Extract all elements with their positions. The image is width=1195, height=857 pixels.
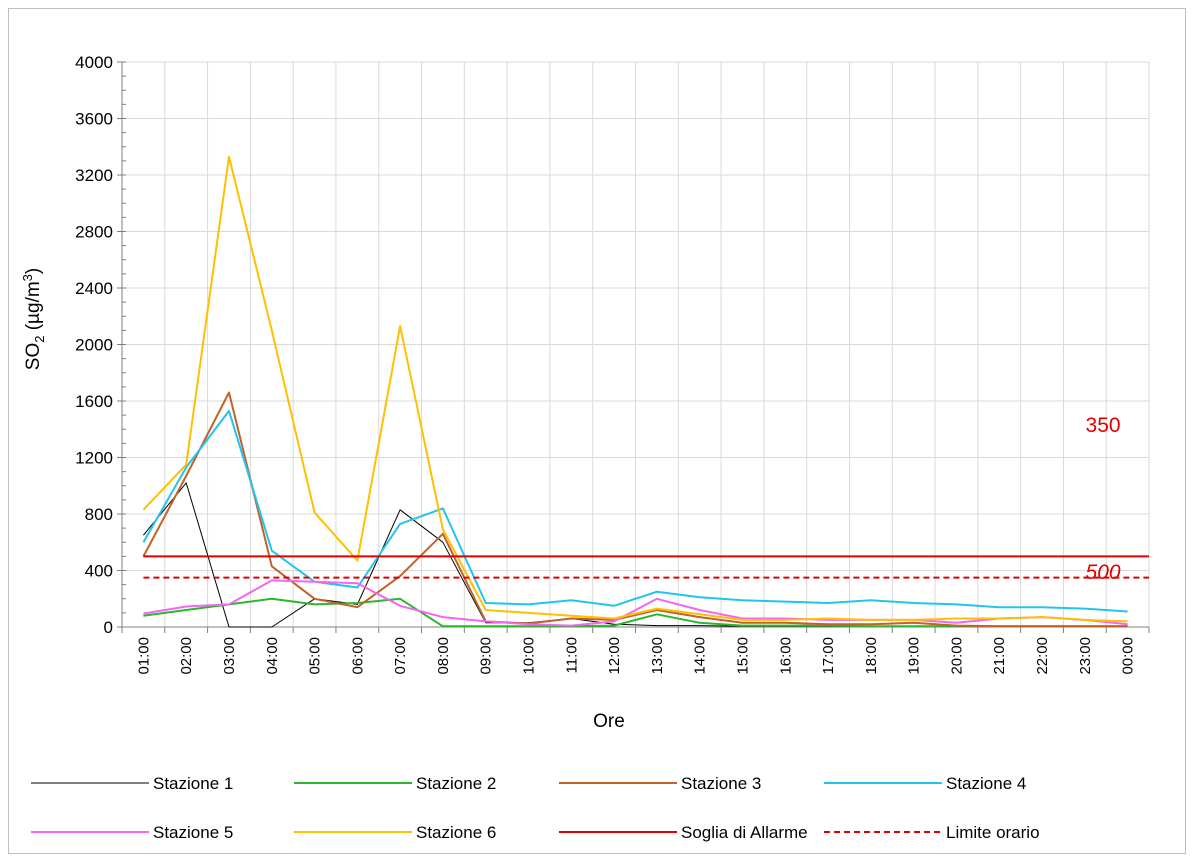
y-tick-label: 0 xyxy=(104,618,113,637)
y-tick-label: 400 xyxy=(85,562,113,581)
series-line-3 xyxy=(142,391,1128,628)
y-tick-label: 1600 xyxy=(75,392,113,411)
y-axis-title-subscript: 2 xyxy=(32,336,47,343)
y-axis-title-superscript: 3 xyxy=(20,274,35,281)
gridlines xyxy=(122,61,1150,627)
x-tick-label: 05:00 xyxy=(307,637,324,675)
y-tick-label: 1200 xyxy=(75,449,113,468)
x-tick-label: 00:00 xyxy=(1120,637,1137,675)
y-axis-title-close: ) xyxy=(23,268,44,274)
annotation-1: 350 xyxy=(1086,414,1121,437)
x-tick-label: 02:00 xyxy=(178,637,195,675)
legend-label: Limite orario xyxy=(946,823,1040,842)
x-tick-label: 20:00 xyxy=(948,637,965,675)
legend-item: Stazione 6 xyxy=(294,823,496,842)
y-axis-title-main: SO xyxy=(23,343,44,370)
series-lines xyxy=(142,155,1149,628)
x-tick-label: 08:00 xyxy=(435,637,452,675)
legend-label: Stazione 1 xyxy=(153,774,233,793)
x-tick-label: 14:00 xyxy=(692,637,709,675)
x-tick-labels: 01:00 02:00 03:00 04:00 05:00 06:00 07:00 08:00… xyxy=(135,637,1136,675)
x-tick-label: 01:00 xyxy=(135,637,152,675)
y-tick-label: 2400 xyxy=(75,279,113,298)
x-tick-label: 09:00 xyxy=(478,637,495,675)
x-tick-label: 06:00 xyxy=(349,637,366,675)
annotations: 350 500 xyxy=(1086,414,1121,584)
x-tick-label: 13:00 xyxy=(649,637,666,675)
legend-label: Stazione 4 xyxy=(946,774,1026,793)
x-axis-title: Ore xyxy=(593,711,625,732)
legend-label: Stazione 6 xyxy=(416,823,496,842)
x-tick-label: 10:00 xyxy=(521,637,538,675)
x-tick-label: 19:00 xyxy=(906,637,923,675)
legend-item: Stazione 2 xyxy=(294,774,496,793)
legend: Stazione 1 Stazione 2 Stazione 3 Stazione 4… xyxy=(31,774,1040,842)
x-tick-label: 17:00 xyxy=(820,637,837,675)
x-tick-label: 21:00 xyxy=(991,637,1008,675)
y-tick-label: 4000 xyxy=(75,53,113,72)
legend-label: Soglia di Allarme xyxy=(681,823,808,842)
y-tick-label: 800 xyxy=(85,505,113,524)
x-tick-label: 04:00 xyxy=(264,637,281,675)
x-tick-label: 22:00 xyxy=(1034,637,1051,675)
legend-item: Limite orario xyxy=(824,823,1040,842)
legend-item: Stazione 3 xyxy=(559,774,761,793)
legend-item: Soglia di Allarme xyxy=(559,823,808,842)
y-tick-label: 3600 xyxy=(75,110,113,129)
x-tick-label: 07:00 xyxy=(392,637,409,675)
x-tick-label: 11:00 xyxy=(563,637,580,673)
legend-item: Stazione 4 xyxy=(824,774,1026,793)
y-axis-title-unit: (µg/m xyxy=(23,281,44,335)
y-tick-labels: 0 400 800 1200 1600 2000 2400 2800 3200 3600 4000 xyxy=(75,53,113,637)
x-tick-label: 15:00 xyxy=(734,637,751,675)
legend-item: Stazione 5 xyxy=(31,823,233,842)
series-line-5 xyxy=(143,579,1128,627)
legend-label: Stazione 3 xyxy=(681,774,761,793)
x-tick-label: 18:00 xyxy=(863,637,880,675)
y-tick-label: 2800 xyxy=(75,223,113,242)
chart-frame: 0 400 800 1200 1600 2000 2400 2800 3200 3600 4000 … xyxy=(8,8,1186,854)
legend-label: Stazione 5 xyxy=(153,823,233,842)
y-tick-label: 3200 xyxy=(75,166,113,185)
series-line-6 xyxy=(142,155,1128,623)
line-chart: 040080012001600200024002800320036004000 … xyxy=(20,53,1150,842)
x-tick-label: 16:00 xyxy=(777,637,794,675)
y-axis-title: SO2 (µg/m3) xyxy=(20,268,47,370)
x-tick-label: 03:00 xyxy=(221,637,238,675)
y-tick-label: 2000 xyxy=(75,336,113,355)
legend-label: Stazione 2 xyxy=(416,774,496,793)
legend-item: Stazione 1 xyxy=(31,774,233,793)
x-tick-label: 23:00 xyxy=(1077,637,1094,675)
x-tick-label: 12:00 xyxy=(606,637,623,675)
annotation-2: 500 xyxy=(1086,561,1121,584)
